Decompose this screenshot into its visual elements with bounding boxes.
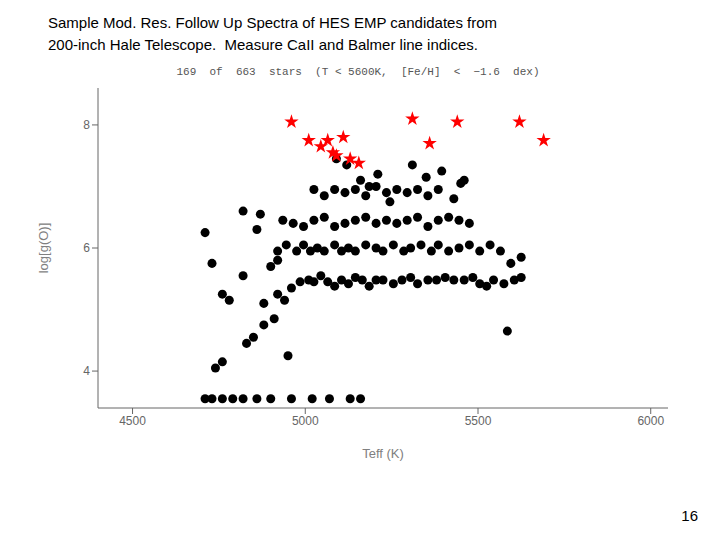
svg-text:4500: 4500: [119, 414, 146, 428]
html-text:Sample Mod. Res. Follow Up Spe: Sample Mod. Res. Follow Up Spectra of HE…: [48, 14, 498, 31]
html-text:16: 16: [681, 507, 698, 524]
html-text:200-inch Hale Telescope. Measu: 200-inch Hale Telescope. Measure CaII an…: [48, 36, 478, 53]
svg-text:6000: 6000: [637, 414, 664, 428]
html-text:169 of 663 stars (T < 5600K, [: 169 of 663 stars (T < 5600K, [Fe/H] < −1…: [176, 66, 540, 78]
svg-text:6: 6: [83, 241, 90, 255]
svg-text:8: 8: [83, 118, 90, 132]
svg-text:5000: 5000: [292, 414, 319, 428]
svg-text:4: 4: [83, 364, 90, 378]
svg-text:log[g(O)]: log[g(O)]: [36, 223, 51, 274]
svg-text:5500: 5500: [465, 414, 492, 428]
svg-text:Teff (K): Teff (K): [362, 446, 404, 461]
